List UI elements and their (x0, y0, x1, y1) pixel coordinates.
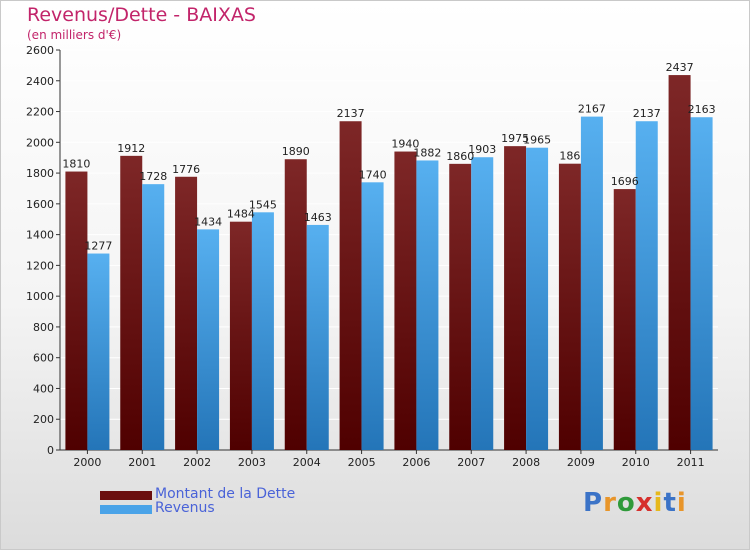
bar-dette (668, 75, 691, 451)
y-tick-label: 1600 (26, 198, 54, 211)
chart-subtitle: (en milliers d'€) (27, 28, 122, 42)
data-label: 1940 (391, 138, 419, 151)
bar-revenus (580, 116, 603, 450)
y-tick-label: 2200 (26, 106, 54, 119)
x-tick-label: 2002 (183, 456, 211, 469)
x-tick-label: 2001 (128, 456, 156, 469)
data-label: 1965 (523, 134, 551, 147)
bar-revenus (306, 224, 329, 450)
bar-revenus (526, 147, 549, 450)
y-axis: 0 200 400 600 800 1000 1200 1400 1600 1800 2000 220… (26, 44, 718, 457)
data-label: 1975 (501, 132, 529, 145)
y-tick-label: 2600 (26, 44, 54, 57)
data-label: 1890 (282, 145, 310, 158)
bar-dette (120, 155, 143, 450)
bar-revenus (635, 121, 658, 450)
bar-revenus (471, 157, 494, 450)
bar-dette (558, 163, 581, 450)
x-axis: 2000 2001 2002 2003 2004 2005 2006 2007 2008 2009… (73, 450, 705, 469)
bar-dette (449, 163, 472, 450)
legend-swatch-dette (100, 491, 152, 500)
grid (60, 49, 718, 451)
y-tick-label: 2400 (26, 75, 54, 88)
data-label: 1776 (172, 163, 200, 176)
y-tick-label: 400 (33, 382, 54, 395)
y-tick-label: 1200 (26, 259, 54, 272)
y-tick-label: 800 (33, 321, 54, 334)
data-label: 1882 (413, 146, 441, 159)
y-tick-label: 200 (33, 413, 54, 426)
y-tick-label: 0 (47, 444, 54, 457)
logo-letter: t (663, 488, 677, 518)
bar-revenus (690, 117, 713, 450)
data-label: 1434 (194, 215, 222, 228)
x-tick-label: 2005 (348, 456, 376, 469)
legend-label-dette: Montant de la Dette (155, 486, 296, 502)
data-label: 186 (559, 150, 580, 163)
x-tick-label: 2006 (402, 456, 430, 469)
y-tick-label: 1800 (26, 167, 54, 180)
bar-dette (613, 189, 636, 451)
data-label: 1484 (227, 208, 255, 221)
y-tick-label: 600 (33, 352, 54, 365)
data-label: 2137 (337, 107, 365, 120)
bar-revenus (416, 160, 439, 450)
bar-dette (394, 151, 417, 451)
data-label: 1860 (446, 150, 474, 163)
bar-revenus (197, 229, 220, 450)
x-tick-label: 2008 (512, 456, 540, 469)
bar-dette (65, 171, 88, 451)
chart-title: Revenus/Dette - BAIXAS (27, 4, 256, 26)
data-label: 1545 (249, 198, 277, 211)
data-label: 1903 (468, 143, 496, 156)
logo-letter: o (616, 488, 636, 518)
bar-revenus (251, 212, 274, 450)
proxiti-logo: Proxiti (583, 488, 687, 518)
data-label: 1463 (304, 211, 332, 224)
bar-dette (504, 146, 527, 450)
x-tick-label: 2007 (457, 456, 485, 469)
bar-revenus (142, 184, 165, 450)
data-label: 2163 (688, 103, 716, 116)
logo-letter: r (603, 488, 617, 518)
bar-dette (284, 159, 307, 450)
bar-dette (339, 121, 362, 450)
y-tick-label: 1400 (26, 229, 54, 242)
bar-revenus (361, 182, 384, 451)
x-tick-label: 2004 (293, 456, 321, 469)
data-label: 2137 (633, 107, 661, 120)
data-label: 2167 (578, 103, 606, 116)
data-label: 1810 (62, 158, 90, 171)
x-tick-label: 2011 (677, 456, 705, 469)
logo-letter: x (635, 488, 654, 518)
x-tick-label: 2009 (567, 456, 595, 469)
legend-swatch-revenus (100, 505, 152, 514)
y-tick-label: 2000 (26, 136, 54, 149)
data-label: 1728 (139, 170, 167, 183)
bar-dette (175, 176, 198, 450)
logo-letter: i (676, 488, 687, 518)
x-tick-label: 2010 (622, 456, 650, 469)
bar-dette (229, 221, 252, 450)
x-tick-label: 2000 (73, 456, 101, 469)
bar-revenus (87, 253, 110, 450)
data-label: 1740 (359, 168, 387, 181)
x-tick-label: 2003 (238, 456, 266, 469)
data-label: 2437 (666, 61, 694, 74)
logo-letter: P (583, 488, 604, 518)
data-label: 1277 (84, 240, 112, 253)
data-label: 1912 (117, 142, 145, 155)
legend-label-revenus: Revenus (155, 500, 215, 516)
y-tick-label: 1000 (26, 290, 54, 303)
logo-letter: i (653, 488, 664, 518)
data-label: 1696 (611, 175, 639, 188)
bars (65, 75, 713, 451)
